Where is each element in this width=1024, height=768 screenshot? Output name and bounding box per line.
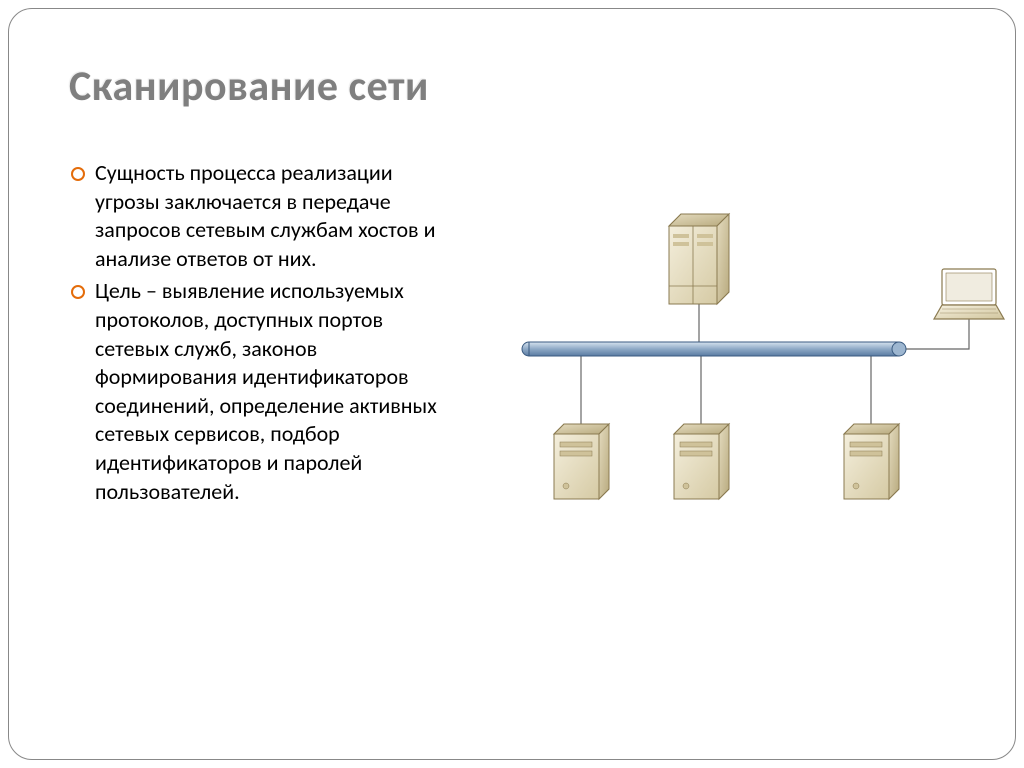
slide-title: Сканирование сети: [69, 61, 429, 112]
laptop-icon: [934, 269, 1004, 319]
edges: [581, 304, 969, 424]
edge-laptop: [906, 319, 969, 349]
network-bus-icon: [522, 342, 906, 356]
tower-icon: [554, 424, 609, 499]
rack-server-icon: [669, 214, 729, 304]
network-diagram: [469, 159, 1009, 509]
slide-frame: Сканирование сети Сущность процесса реал…: [8, 8, 1016, 760]
bullet-list: Сущность процесса реализации угрозы закл…: [69, 159, 439, 506]
bullet-item: Цель – выявление используемых протоколов…: [69, 277, 439, 506]
bullet-item: Сущность процесса реализации угрозы закл…: [69, 159, 439, 273]
tower-icon: [674, 424, 729, 499]
tower-icon: [844, 424, 899, 499]
slide-body: Сущность процесса реализации угрозы закл…: [69, 159, 439, 510]
